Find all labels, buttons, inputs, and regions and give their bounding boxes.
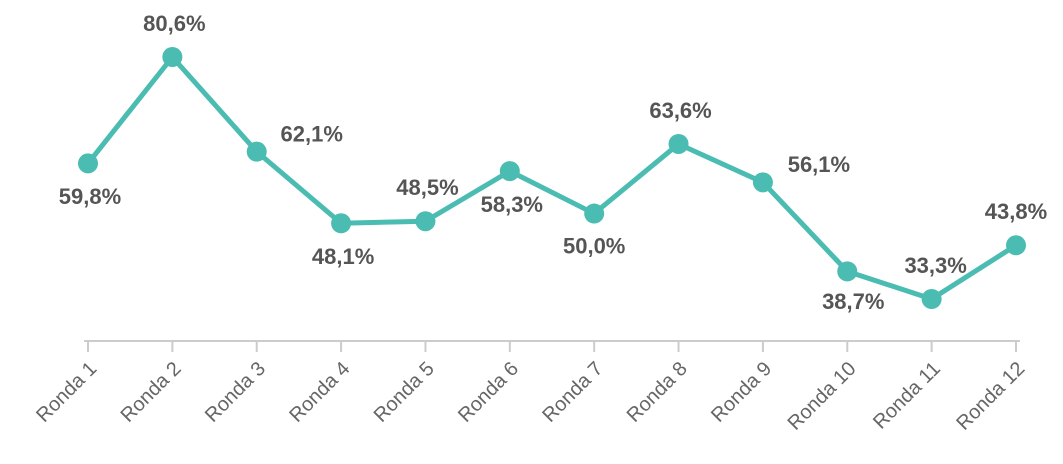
value-label: 63,6%	[649, 98, 711, 123]
value-label: 38,7%	[822, 289, 884, 314]
point	[78, 153, 98, 174]
value-label: 56,1%	[788, 152, 850, 177]
x-tick-label: Ronda 6	[454, 358, 523, 427]
x-tick-label: Ronda 11	[869, 358, 945, 434]
point	[837, 261, 858, 282]
x-tick-label: Ronda 12	[952, 358, 1029, 435]
point	[668, 133, 689, 154]
x-tick-label: Ronda 8	[623, 358, 692, 427]
value-label: 33,3%	[904, 253, 966, 278]
point	[246, 141, 267, 162]
point	[415, 211, 436, 232]
point	[499, 161, 520, 182]
x-tick-label: Ronda 7	[538, 358, 607, 427]
x-tick-label: Ronda 10	[784, 358, 861, 435]
x-tick-label: Ronda 9	[707, 358, 776, 427]
value-label: 58,3%	[481, 192, 543, 217]
value-label: 62,1%	[281, 121, 343, 146]
x-tick-label: Ronda 2	[117, 358, 186, 427]
point	[921, 289, 942, 309]
x-tick-label: Ronda 4	[285, 358, 354, 427]
value-label: 59,8%	[59, 184, 121, 209]
point	[331, 213, 352, 234]
point	[162, 47, 183, 67]
value-label: 48,5%	[396, 175, 458, 200]
value-label: 48,1%	[312, 244, 374, 269]
line	[86, 54, 1018, 302]
point	[1006, 235, 1026, 256]
x-tick-label: Ronda 3	[201, 358, 270, 427]
x-tick-label: Ronda 1	[32, 358, 101, 427]
value-label: 80,6%	[143, 11, 205, 36]
point	[584, 203, 605, 224]
point	[752, 172, 773, 193]
x-tick-label: Ronda 5	[370, 358, 439, 427]
value-label: 43,8%	[985, 199, 1047, 224]
value-label: 50,0%	[563, 233, 625, 258]
